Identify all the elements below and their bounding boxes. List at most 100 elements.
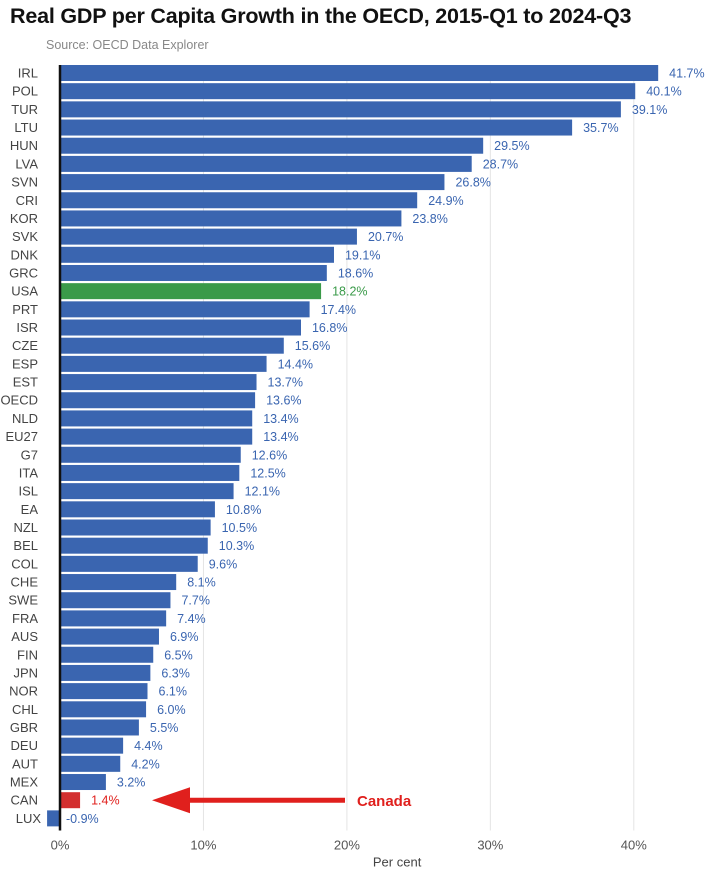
value-label: 6.3%: [161, 666, 190, 680]
annotation-arrow-head: [152, 787, 190, 814]
bar-ea: [60, 501, 215, 518]
value-label: 39.1%: [632, 103, 667, 117]
bar-lva: [60, 155, 472, 172]
value-label: 29.5%: [494, 139, 529, 153]
bar-grc: [60, 264, 327, 281]
x-tick-label: 20%: [334, 838, 360, 853]
category-label: NOR: [9, 684, 38, 699]
value-label: 8.1%: [187, 576, 216, 590]
value-label: 12.1%: [245, 485, 280, 499]
bar-bel: [60, 537, 208, 554]
value-label: 6.9%: [170, 630, 199, 644]
value-label: 17.4%: [321, 303, 356, 317]
value-label: 10.3%: [219, 539, 254, 553]
category-label: CRI: [16, 193, 38, 208]
category-label: CAN: [11, 793, 38, 808]
category-label: EST: [13, 375, 38, 390]
bar-lux: [47, 810, 60, 827]
canada-annotation-label: Canada: [357, 793, 412, 810]
bar-tur: [60, 101, 621, 118]
value-label: 7.7%: [181, 594, 210, 608]
bar-jpn: [60, 664, 151, 681]
category-label: DNK: [11, 247, 39, 262]
category-label: ISL: [18, 484, 38, 499]
bar-est: [60, 374, 257, 391]
bar-esp: [60, 355, 267, 372]
bar-nor: [60, 683, 148, 700]
value-label: 12.5%: [250, 466, 285, 480]
bar-irl: [60, 65, 659, 81]
category-label: FIN: [17, 647, 38, 662]
category-label: PRT: [12, 302, 38, 317]
category-labels: IRL POL TUR LTU HUN LVA SVN CRI KOR SVK DNK GRC USA P…: [0, 66, 41, 826]
category-label: GBR: [10, 720, 38, 735]
value-label: 10.8%: [226, 503, 261, 517]
bar-ltu: [60, 119, 573, 136]
value-label: 7.4%: [177, 612, 206, 626]
bars: [47, 65, 659, 827]
category-label: IRL: [18, 66, 38, 81]
value-label: 6.1%: [159, 685, 188, 699]
category-label: NLD: [12, 411, 38, 426]
value-label: 20.7%: [368, 230, 403, 244]
category-label: LVA: [15, 156, 38, 171]
category-label: ESP: [12, 356, 38, 371]
category-label: ISR: [16, 320, 38, 335]
bar-can: [60, 792, 81, 809]
x-tick-label: 10%: [190, 838, 216, 853]
bar-prt: [60, 301, 310, 318]
bar-oecd: [60, 392, 256, 409]
bar-deu: [60, 737, 124, 754]
category-label: OECD: [0, 393, 38, 408]
value-label: 28.7%: [483, 157, 518, 171]
category-label: AUT: [12, 756, 38, 771]
category-label: POL: [12, 84, 38, 99]
value-label: 6.0%: [157, 703, 186, 717]
category-label: TUR: [11, 102, 38, 117]
x-axis-title: Per cent: [373, 855, 422, 870]
value-label: 16.8%: [312, 321, 347, 335]
bar-hun: [60, 137, 484, 154]
value-label: 23.8%: [412, 212, 447, 226]
value-label: 13.6%: [266, 394, 301, 408]
value-label: 9.6%: [209, 557, 238, 571]
x-tick-label: 30%: [477, 838, 503, 853]
axes: 0% 10% 20% 30% 40% Per cent: [51, 65, 647, 870]
value-label: 10.5%: [222, 521, 257, 535]
value-label: 13.4%: [263, 412, 298, 426]
category-label: ITA: [19, 465, 39, 480]
category-label: JPN: [13, 665, 38, 680]
bar-col: [60, 555, 198, 572]
category-label: LTU: [14, 120, 38, 135]
bar-swe: [60, 592, 171, 609]
bar-fra: [60, 610, 167, 627]
category-label: FRA: [12, 611, 38, 626]
value-label: 26.8%: [455, 176, 490, 190]
value-label: 4.4%: [134, 739, 163, 753]
value-label: 13.4%: [263, 430, 298, 444]
value-label: 35.7%: [583, 121, 618, 135]
bar-svk: [60, 228, 357, 245]
category-label: SWE: [8, 593, 38, 608]
bar-mex: [60, 774, 106, 791]
value-label: 14.4%: [278, 357, 313, 371]
value-label: 3.2%: [117, 776, 145, 790]
value-label: 15.6%: [295, 339, 330, 353]
annotation: [152, 787, 345, 814]
bar-nzl: [60, 519, 211, 536]
value-label: 19.1%: [345, 248, 380, 262]
value-label: 41.7%: [669, 67, 704, 81]
bar-eu27: [60, 428, 253, 445]
category-label: BEL: [13, 538, 38, 553]
value-label: 40.1%: [646, 85, 681, 99]
category-label: HUN: [10, 138, 38, 153]
category-label: KOR: [10, 211, 38, 226]
bar-isr: [60, 319, 301, 336]
bar-kor: [60, 210, 402, 227]
chart-subtitle: Source: OECD Data Explorer: [46, 38, 209, 52]
bar-che: [60, 574, 177, 591]
bar-fin: [60, 646, 154, 663]
value-label: 18.2%: [332, 285, 367, 299]
category-label: GRC: [9, 265, 38, 280]
